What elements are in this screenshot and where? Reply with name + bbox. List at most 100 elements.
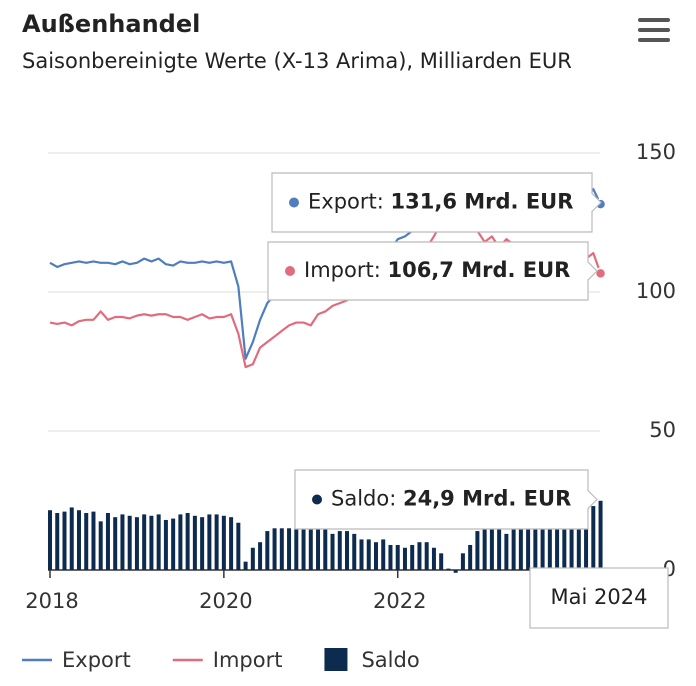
bar: [569, 514, 574, 570]
tooltip-gap: [381, 258, 388, 282]
y-tick-label: 50: [649, 418, 676, 442]
bar: [149, 515, 154, 570]
bar: [171, 518, 176, 570]
bar: [207, 514, 212, 570]
bar: [308, 519, 313, 570]
bar: [453, 570, 458, 573]
bar: [576, 514, 581, 570]
bar: [84, 513, 89, 570]
bar: [330, 533, 335, 570]
tooltip-box: [267, 241, 598, 301]
legend-label: Import: [213, 648, 283, 672]
tooltip-text: Export: 131,6 Mrd. EUR: [308, 190, 573, 214]
bar: [584, 508, 589, 570]
legend-label: Saldo: [361, 648, 419, 672]
tooltip-value: 24,9 Mrd. EUR: [403, 487, 571, 511]
tooltip-box: [294, 469, 598, 530]
tooltip-gap: [396, 487, 403, 511]
bar: [250, 547, 255, 570]
bar: [214, 514, 219, 570]
bar: [200, 517, 205, 570]
tooltip-gap: [384, 190, 391, 214]
bar: [91, 511, 96, 570]
bar: [460, 553, 465, 570]
y-tick-label: 100: [636, 279, 676, 303]
bar: [48, 510, 52, 570]
bar: [395, 544, 400, 570]
bar: [279, 528, 284, 570]
bar: [236, 522, 241, 570]
bar: [547, 519, 552, 570]
subtitle-text: Saisonbereinigte Werte (X-13 Arima), Mil…: [22, 49, 572, 73]
tooltip-text: Import: 106,7 Mrd. EUR: [304, 258, 570, 282]
tooltip-value: 106,7 Mrd. EUR: [387, 258, 570, 282]
menu-bar: [638, 38, 670, 42]
tooltip-text: Saldo: 24,9 Mrd. EUR: [331, 487, 571, 511]
bar: [98, 521, 103, 570]
tooltip-value: 131,6 Mrd. EUR: [391, 190, 574, 214]
bar: [272, 528, 277, 570]
bar: [439, 553, 444, 570]
bar: [533, 525, 538, 570]
bar: [526, 525, 531, 570]
bar: [229, 517, 234, 570]
bar: [402, 547, 407, 570]
bar: [221, 515, 226, 570]
bar: [337, 531, 342, 570]
tooltip-dot: [312, 494, 322, 505]
tooltip-dot: [289, 197, 299, 208]
bar: [489, 528, 494, 570]
menu-bar: [638, 28, 670, 32]
bar: [373, 542, 378, 570]
bar: [69, 507, 74, 570]
bar: [120, 514, 125, 570]
bar: [511, 525, 516, 570]
bar: [265, 531, 270, 570]
tooltip-label: Saldo:: [331, 487, 396, 511]
line: [49, 193, 602, 369]
legend-label: Export: [62, 648, 131, 672]
chart-title: Außenhandel: [22, 10, 200, 38]
tooltip-label: Import:: [304, 258, 381, 282]
bar: [446, 568, 451, 570]
bar: [591, 506, 596, 570]
bar: [192, 515, 197, 570]
bar: [417, 542, 422, 570]
bar: [105, 513, 110, 570]
bar: [562, 519, 567, 570]
tooltip-dot: [285, 266, 295, 276]
bar: [142, 514, 147, 570]
bar: [323, 525, 328, 570]
bar: [243, 561, 248, 570]
bar: [555, 519, 560, 570]
bar: [468, 544, 473, 570]
bar: [62, 511, 67, 570]
bar: [497, 511, 502, 570]
end-marker: [594, 267, 607, 280]
bar: [388, 544, 393, 570]
menu-bar: [638, 18, 670, 22]
bar: [424, 542, 429, 570]
x-tick-label: 2020: [199, 589, 252, 613]
bar: [352, 533, 357, 570]
bar: [185, 513, 190, 570]
tooltip-box: [271, 172, 602, 233]
bar: [178, 514, 183, 570]
chart-subtitle: Saisonbereinigte Werte (X-13 Arima), Mil…: [22, 49, 572, 73]
bar: [540, 525, 545, 570]
bar: [287, 528, 292, 570]
bar: [518, 525, 523, 570]
bar: [381, 539, 386, 570]
legend: Export Import Saldo: [22, 648, 420, 672]
menu-button[interactable]: [636, 16, 670, 42]
tooltips: Export: 131,6 Mrd. EUR Import: 106,7 Mrd.…: [267, 172, 669, 629]
bar: [475, 531, 480, 570]
bar: [504, 533, 509, 570]
bar: [134, 517, 139, 570]
x-tick-label: 2022: [373, 589, 426, 613]
y-tick-label: 150: [636, 140, 676, 164]
bar: [482, 517, 487, 570]
bar: [113, 517, 118, 570]
bar: [294, 528, 299, 570]
